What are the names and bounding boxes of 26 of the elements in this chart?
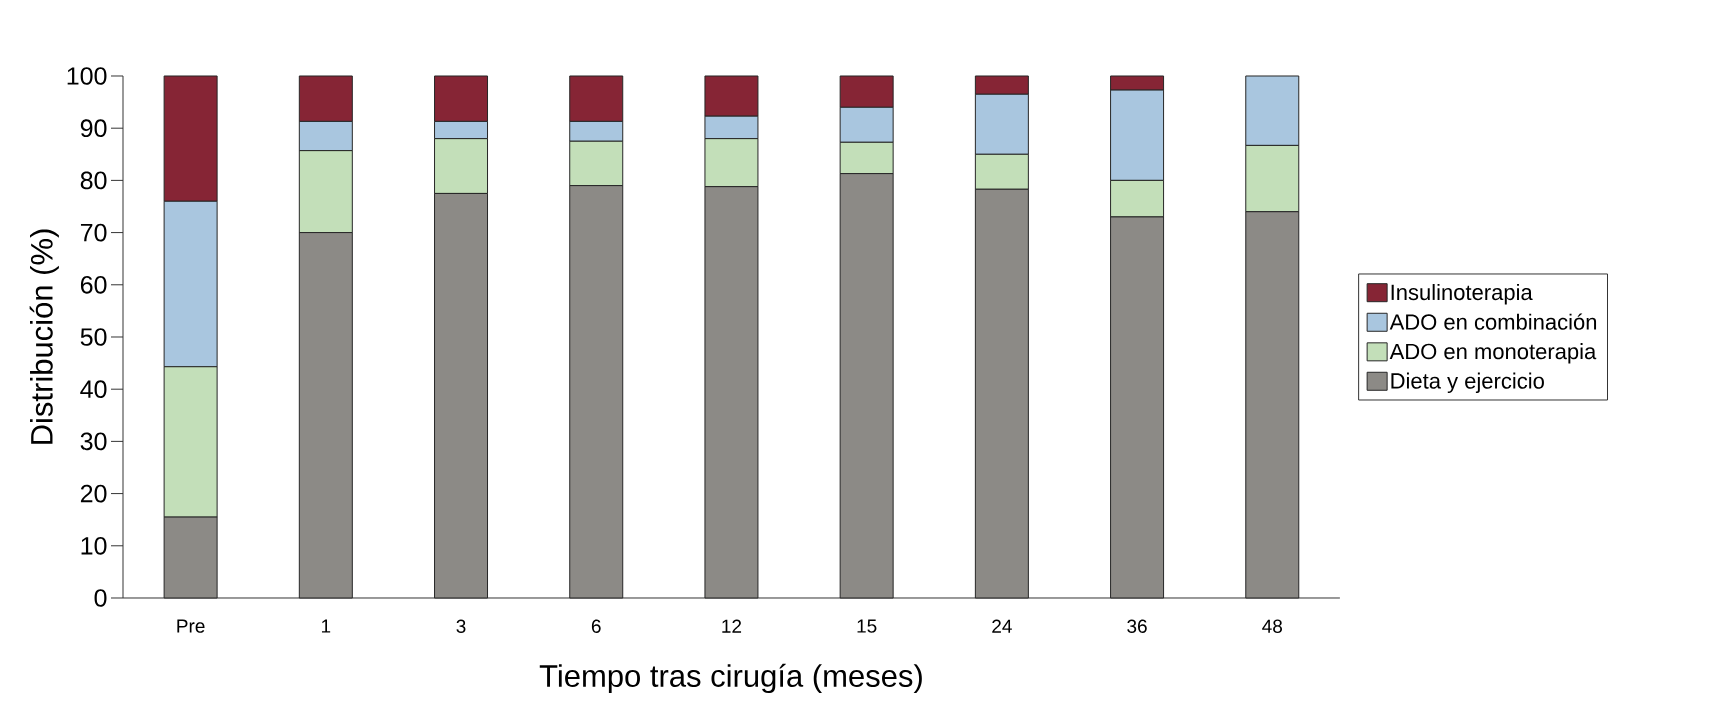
y-tick-label: 40 — [80, 380, 107, 399]
y-tick-label: 90 — [80, 119, 107, 138]
y-axis-title: Distribución (%) — [29, 229, 59, 444]
x-tick-label: 1 — [321, 619, 331, 633]
y-tick-label: 0 — [94, 589, 107, 607]
y-tick-label: 80 — [80, 171, 107, 190]
x-tick-label: 15 — [857, 619, 877, 633]
y-tick-label: 30 — [80, 432, 107, 451]
x-tick-label: Pre — [177, 619, 205, 633]
x-tick-label: 24 — [992, 619, 1012, 633]
y-tick-label: 60 — [80, 275, 107, 294]
legend-label: Dieta y ejercicio — [1391, 372, 1544, 394]
y-tick-label: 20 — [80, 484, 107, 503]
y-tick-label: 70 — [80, 223, 107, 242]
y-tick-label: 10 — [81, 536, 107, 555]
x-axis-title: Tiempo tras cirugía (meses) — [539, 663, 922, 694]
x-tick-label: 6 — [591, 619, 601, 633]
y-tick-label: 50 — [80, 328, 107, 346]
x-tick-label: 48 — [1262, 619, 1283, 633]
legend-label: ADO en combinación — [1389, 313, 1597, 330]
x-tick-label: 3 — [456, 619, 466, 633]
legend-label: ADO en monoterapia — [1389, 343, 1597, 364]
x-tick-label: 36 — [1127, 619, 1147, 633]
x-tick-label: 12 — [722, 619, 742, 633]
legend-label: Insulinoterapia — [1391, 283, 1533, 305]
y-tick-label: 100 — [67, 67, 107, 85]
